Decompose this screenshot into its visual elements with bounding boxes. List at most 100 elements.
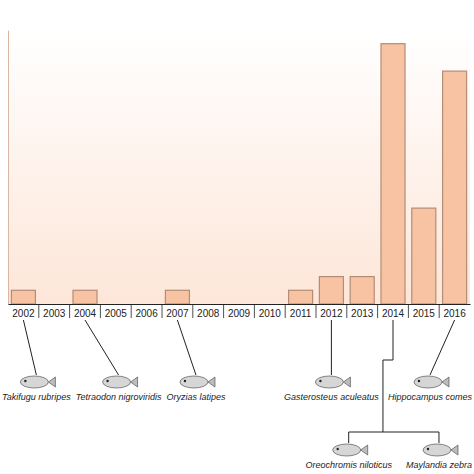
x-tick: 2005 — [105, 304, 128, 319]
fish-icon — [333, 444, 368, 456]
separator — [131, 304, 132, 318]
x-tick: 2016 — [443, 304, 466, 319]
bar — [73, 290, 97, 304]
x-tick: 2006 — [135, 304, 158, 319]
fish-eye — [24, 380, 26, 382]
x-tick-label: 2007 — [166, 308, 189, 319]
x-tick-label: 2002 — [12, 308, 35, 319]
fish-tail — [343, 377, 350, 387]
separator — [38, 304, 39, 318]
bar — [289, 290, 313, 304]
fish-tail — [442, 377, 449, 387]
x-tick: 2014 — [382, 304, 405, 319]
bar — [381, 44, 405, 304]
x-tick-label: 2003 — [43, 308, 66, 319]
bar — [319, 277, 343, 304]
leader-line — [85, 320, 119, 375]
x-tick-label: 2005 — [105, 308, 128, 319]
fish-eye — [418, 380, 420, 382]
x-tick-label: 2016 — [443, 308, 466, 319]
bracket — [349, 432, 439, 433]
bar — [350, 277, 374, 304]
x-tick-label: 2014 — [382, 308, 405, 319]
x-tick: 2004 — [74, 304, 97, 319]
x-tick: 2003 — [43, 304, 66, 319]
separators — [39, 304, 439, 318]
y-axis — [8, 31, 9, 305]
fish-body — [423, 444, 451, 456]
annotation: Takifugu rubripes — [2, 392, 71, 402]
annotation: Maylandia zebra — [406, 460, 472, 470]
annotations: Takifugu rubripes Tetraodon nigroviridis O… — [2, 320, 472, 470]
bar — [443, 71, 467, 304]
separator — [377, 304, 378, 318]
fish-tail — [208, 377, 215, 387]
separator — [408, 304, 409, 318]
fish-eye — [319, 380, 321, 382]
fish-icon — [20, 376, 55, 388]
chart: 2002 2003 2004 2005 2006 2007 2008 2009 2010 2011… — [0, 0, 474, 474]
annotation: Oreochromis niloticus — [305, 460, 392, 470]
leader-line — [430, 320, 455, 375]
separator — [162, 304, 163, 318]
separator — [254, 304, 255, 318]
fish-body — [315, 376, 343, 388]
fish-eye — [106, 380, 108, 382]
fish-body — [103, 376, 131, 388]
bar — [165, 290, 189, 304]
separator — [316, 304, 317, 318]
annotation: Hippocampus comes — [388, 392, 473, 402]
leader-line — [348, 432, 349, 443]
leader-line — [177, 320, 196, 375]
x-tick-label: 2006 — [135, 308, 158, 319]
x-tick-label: 2009 — [228, 308, 251, 319]
separator — [285, 304, 286, 318]
fish-body — [180, 376, 208, 388]
x-tick-label: 2012 — [320, 308, 343, 319]
annotation: Tetraodon nigroviridis — [76, 392, 162, 402]
plot-background — [8, 30, 470, 304]
fish-icon — [180, 376, 215, 388]
fish-body — [20, 376, 48, 388]
leader-line — [331, 320, 332, 375]
y-axis-line — [8, 31, 9, 305]
x-tick: 2007 — [166, 304, 189, 319]
fish-eye — [184, 380, 186, 382]
x-tick: 2013 — [351, 304, 374, 319]
x-tick: 2011 — [290, 304, 312, 319]
x-tick: 2009 — [228, 304, 251, 319]
x-tick: 2012 — [320, 304, 343, 319]
x-tick-label: 2010 — [259, 308, 282, 319]
fish-body — [414, 376, 442, 388]
bars — [11, 44, 466, 304]
bar — [412, 208, 436, 304]
x-axis-line — [9, 304, 471, 305]
fish-tail — [131, 377, 138, 387]
leader-line — [438, 432, 439, 443]
annotation: Gasterosteus aculeatus — [284, 392, 379, 402]
x-tick-label: 2011 — [290, 308, 312, 319]
fish-body — [333, 444, 361, 456]
x-tick: 2008 — [197, 304, 220, 319]
fish-tail — [48, 377, 55, 387]
fish-tail — [361, 445, 368, 455]
fish-icon — [423, 444, 458, 456]
fish-icon — [315, 376, 350, 388]
bar — [11, 290, 35, 304]
fish-icon — [103, 376, 138, 388]
fish-tail — [451, 445, 458, 455]
separator — [346, 304, 347, 318]
separator — [69, 304, 70, 318]
x-tick-label: 2004 — [74, 308, 97, 319]
separator — [439, 304, 440, 318]
x-tick-label: 2013 — [351, 308, 374, 319]
x-tick: 2010 — [259, 304, 282, 319]
separator — [100, 304, 101, 318]
fish-eye — [336, 448, 338, 450]
x-axis: 2002 2003 2004 2005 2006 2007 2008 2009 2010 2011… — [9, 304, 471, 319]
leader-line — [23, 320, 36, 375]
fish-eye — [427, 448, 429, 450]
annotation: Oryzias latipes — [166, 392, 226, 402]
fish-icon — [414, 376, 449, 388]
separator — [223, 304, 224, 318]
